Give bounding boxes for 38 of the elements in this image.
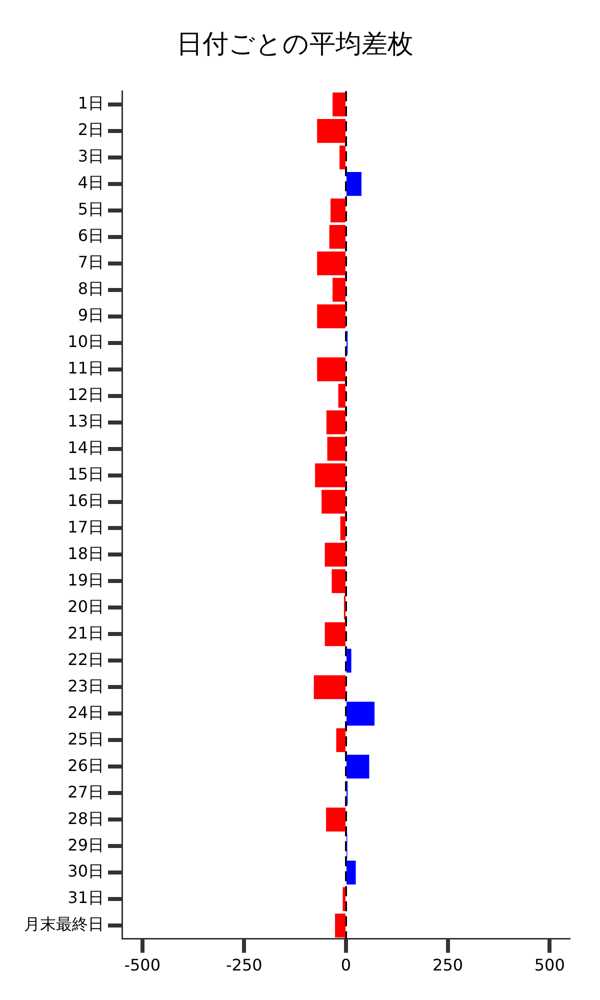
y-tick-label: 月末最終日 <box>24 914 104 934</box>
y-tick-label: 1日 <box>78 94 104 113</box>
chart-title: 日付ごとの平均差枚 <box>176 29 414 60</box>
y-tick-label: 25日 <box>68 729 104 748</box>
y-tick-label: 16日 <box>68 490 104 510</box>
y-tick-label: 4日 <box>78 173 104 192</box>
y-tick-label: 19日 <box>68 570 104 590</box>
y-tick-label: 29日 <box>68 835 104 854</box>
y-tick-label: 10日 <box>68 332 104 351</box>
y-tick-label: 17日 <box>68 517 104 536</box>
y-tick-label: 5日 <box>78 200 104 219</box>
y-tick-label: 23日 <box>68 676 104 696</box>
x-tick-label: -500 <box>124 956 161 975</box>
y-tick-label: 12日 <box>68 384 104 404</box>
y-tick-label: 20日 <box>68 596 104 616</box>
x-tick-label: -250 <box>226 956 262 975</box>
y-tick-label: 11日 <box>68 358 104 378</box>
y-tick-label: 2日 <box>78 120 104 140</box>
y-tick-label: 3日 <box>78 146 104 166</box>
y-tick-label: 28日 <box>68 808 104 828</box>
y-tick-label: 9日 <box>78 306 104 324</box>
x-tick-label: 500 <box>534 956 565 975</box>
y-tick-label: 31日 <box>68 888 104 908</box>
y-tick-label: 24日 <box>68 702 104 722</box>
y-tick-label: 30日 <box>68 862 104 881</box>
y-tick-label: 21日 <box>68 623 104 642</box>
y-tick-label: 8日 <box>78 279 104 298</box>
y-tick-label: 15日 <box>68 464 104 484</box>
x-tick-label: 250 <box>432 956 464 975</box>
y-tick-label: 6日 <box>78 226 104 246</box>
y-tick-label: 7日 <box>78 252 104 272</box>
x-tick-label: 0 <box>340 956 352 975</box>
y-tick-label: 27日 <box>68 782 104 802</box>
y-tick-label: 14日 <box>68 438 104 457</box>
y-tick-label: 22日 <box>68 650 104 669</box>
y-tick-label: 18日 <box>68 544 104 563</box>
y-tick-label: 26日 <box>68 756 104 775</box>
y-tick-label: 13日 <box>68 411 104 430</box>
